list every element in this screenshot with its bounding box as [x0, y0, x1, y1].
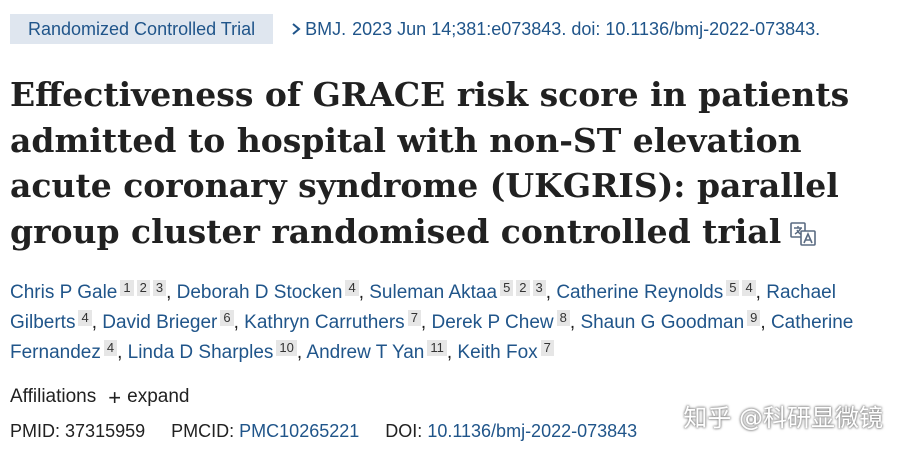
- author-separator: ,: [545, 282, 557, 303]
- author-name-link[interactable]: Deborah D Stocken: [176, 282, 343, 303]
- identifiers-row: PMID: 37315959 PMCID: PMC10265221 DOI: 1…: [10, 421, 637, 442]
- author-separator: ,: [760, 312, 771, 333]
- author-separator: ,: [233, 312, 245, 333]
- author-name-link[interactable]: Chris P Gale: [10, 282, 118, 303]
- author-separator: ,: [755, 282, 767, 303]
- author-item: Catherine Reynolds 5 4: [556, 280, 756, 303]
- author-list: Chris P Gale 1 2 3, Deborah D Stocken 4, Sul…: [10, 278, 895, 368]
- watermark: 知乎 @科研显微镜: [683, 404, 883, 432]
- author-item: David Brieger 6: [102, 310, 234, 333]
- plus-icon: +: [108, 384, 122, 410]
- author-separator: ,: [569, 312, 581, 333]
- pmcid-link[interactable]: PMC10265221: [239, 421, 360, 441]
- affiliation-number[interactable]: 5: [726, 280, 740, 296]
- citation-text: 2023 Jun 14;381:e073843. doi: 10.1136/bm…: [352, 18, 821, 39]
- author-item: Derek P Chew 8: [431, 310, 570, 333]
- affiliation-number[interactable]: 4: [742, 280, 756, 296]
- affiliation-number[interactable]: 1: [120, 280, 134, 296]
- affiliation-number[interactable]: 4: [78, 310, 92, 326]
- affiliation-number[interactable]: 2: [516, 280, 530, 296]
- author-item: Deborah D Stocken 4: [176, 280, 359, 303]
- publication-type-badge[interactable]: Randomized Controlled Trial: [10, 14, 274, 44]
- author-item: Chris P Gale 1 2 3: [10, 280, 167, 303]
- affiliation-number[interactable]: 8: [556, 310, 570, 326]
- author-separator: ,: [420, 312, 432, 333]
- expand-link[interactable]: expand: [127, 386, 190, 407]
- author-name-link[interactable]: Keith Fox: [457, 342, 538, 363]
- pmcid-label: PMCID:: [171, 421, 235, 441]
- author-separator: ,: [91, 312, 103, 333]
- author-name-link[interactable]: Catherine Reynolds: [556, 282, 724, 303]
- article-title-text: Effectiveness of GRACE risk score in pat…: [10, 75, 850, 251]
- affiliation-number[interactable]: 7: [540, 340, 554, 356]
- doi-link[interactable]: 10.1136/bmj-2022-073843: [427, 421, 638, 441]
- author-item: Linda D Sharples 10: [127, 340, 297, 363]
- affiliations-toggle[interactable]: Affiliations + expand: [10, 386, 189, 408]
- affiliation-number[interactable]: 7: [407, 310, 421, 326]
- doi-label: DOI:: [385, 421, 423, 441]
- author-item: Catherine Fernandez 4: [10, 312, 853, 363]
- author-name-link[interactable]: Suleman Aktaa: [369, 282, 498, 303]
- author-item: Shaun G Goodman 9: [580, 310, 761, 333]
- author-name-link[interactable]: Linda D Sharples: [127, 342, 274, 363]
- journal-link[interactable]: BMJ.: [305, 18, 347, 39]
- author-name-link[interactable]: Catherine Fernandez: [10, 312, 854, 363]
- author-item: Keith Fox 7: [457, 340, 554, 363]
- author-item: Rachael Gilberts 4: [10, 282, 836, 333]
- affiliation-number[interactable]: 3: [152, 280, 167, 296]
- affiliation-number[interactable]: 9: [747, 310, 761, 326]
- author-separator: ,: [358, 282, 370, 303]
- author-name-link[interactable]: Rachael Gilberts: [10, 282, 836, 333]
- author-item: Kathryn Carruthers 7: [244, 310, 421, 333]
- affiliation-number[interactable]: 3: [532, 280, 546, 296]
- author-name-link[interactable]: Shaun G Goodman: [580, 312, 745, 333]
- author-name-link[interactable]: Kathryn Carruthers: [244, 312, 405, 333]
- author-separator: ,: [117, 342, 128, 363]
- pmid-label: PMID:: [10, 421, 61, 441]
- author-item: Suleman Aktaa 5 2 3: [369, 280, 546, 303]
- affiliation-number[interactable]: 4: [345, 280, 359, 296]
- affiliation-number[interactable]: 6: [220, 310, 234, 326]
- pmid-value: 37315959: [65, 421, 146, 441]
- author-name-link[interactable]: Andrew T Yan: [306, 342, 425, 363]
- author-item: Andrew T Yan 11: [306, 340, 447, 363]
- chevron-right-icon: [292, 23, 301, 35]
- affiliation-number[interactable]: 2: [136, 280, 150, 296]
- author-separator: ,: [446, 342, 458, 363]
- affiliation-number[interactable]: 11: [427, 340, 447, 356]
- author-name-link[interactable]: Derek P Chew: [431, 312, 554, 333]
- article-header-bar: Randomized Controlled Trial BMJ. 2023 Ju…: [10, 14, 820, 44]
- affiliation-number[interactable]: 10: [276, 340, 297, 356]
- author-separator: ,: [166, 282, 177, 303]
- author-separator: ,: [296, 342, 307, 363]
- affiliation-number[interactable]: 5: [500, 280, 514, 296]
- author-name-link[interactable]: David Brieger: [102, 312, 218, 333]
- affiliations-label: Affiliations: [10, 386, 97, 407]
- translate-icon[interactable]: [789, 220, 817, 248]
- affiliation-number[interactable]: 4: [103, 340, 118, 356]
- article-title: Effectiveness of GRACE risk score in pat…: [10, 72, 895, 254]
